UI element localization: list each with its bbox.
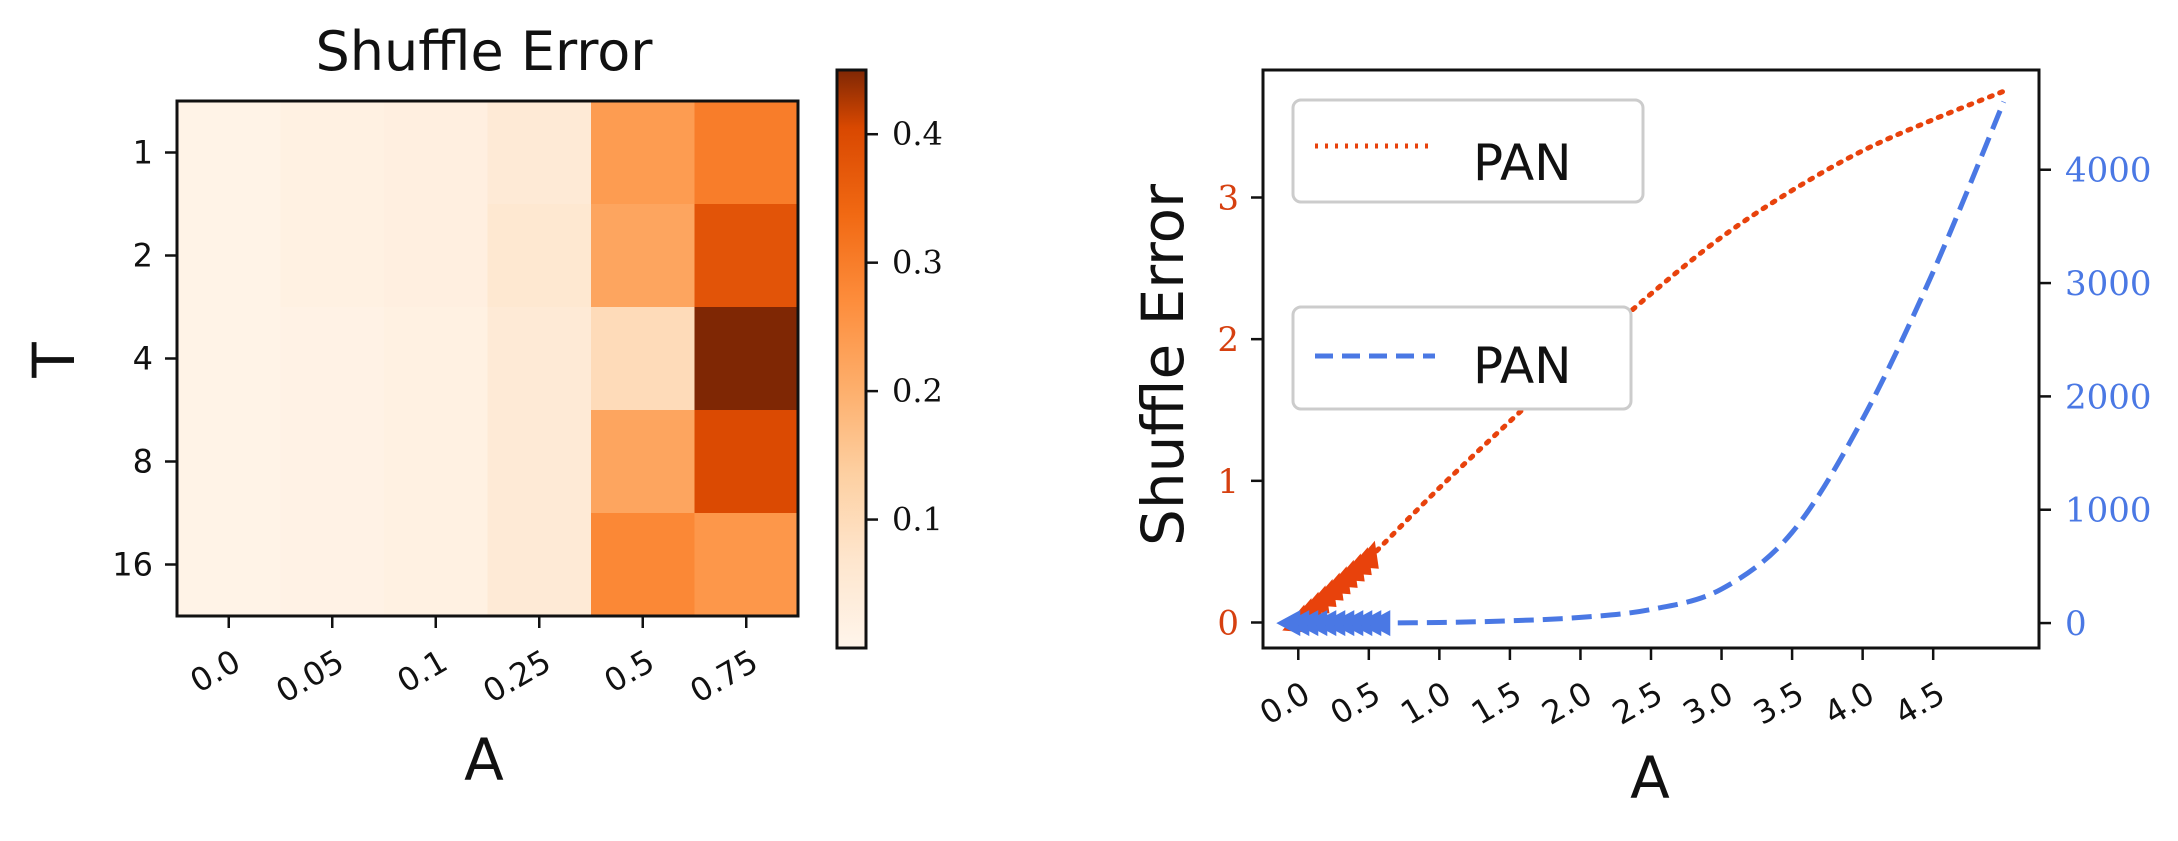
legend-orange: PAN (1291, 98, 1645, 204)
heatmap-y-tick-label: 8 (133, 443, 153, 481)
heatmap-title: Shuffle Error (316, 20, 654, 83)
left-y-tick-label: 0 (1217, 604, 1239, 644)
heatmap-cell (591, 101, 696, 205)
line-chart: 0.0 0.5 1.0 1.5 2.0 2.5 3.0 3.5 4.0 4.5 0 1 2 3 0 100… (1129, 68, 2152, 812)
heatmap-cell (177, 101, 282, 205)
line-series (1366, 88, 2007, 626)
heatmap-cell (384, 410, 489, 514)
legend-orange-box (1291, 98, 1645, 204)
heatmap-cell (384, 204, 489, 308)
heatmap-cell (280, 513, 385, 617)
line-x-tick-label: 2.0 (1535, 674, 1598, 732)
series-markers (1276, 540, 1391, 637)
legend-orange-label: PAN (1473, 134, 1572, 192)
heatmap-cell (694, 410, 799, 514)
heatmap-y-tick-label: 2 (133, 237, 153, 275)
line-x-label: A (1630, 744, 1670, 812)
heatmap-cell (487, 204, 592, 308)
heatmap-cell (591, 204, 696, 308)
colorbar-tick-label: 0.3 (892, 244, 943, 282)
orange-arrow-marker (1352, 540, 1379, 569)
heatmap-x-tick-label: 0.0 (184, 642, 247, 700)
colorbar: 0.1 0.2 0.3 0.4 (835, 68, 943, 650)
heatmap-chart: Shuffle Error 0.0 0.05 0.1 0.25 0.5 0.75 1 2 4 8… (20, 20, 800, 794)
blue-arrow-marker (1366, 610, 1391, 637)
heatmap-y-tick-label: 1 (133, 134, 153, 172)
heatmap-x-tick-label: 0.75 (684, 642, 765, 711)
heatmap-cell (177, 410, 282, 514)
heatmap-y-ticks: 1 2 4 8 16 (112, 134, 177, 584)
heatmap-cell (280, 307, 385, 411)
heatmap-cell (694, 101, 799, 205)
line-x-tick-label: 2.5 (1606, 674, 1669, 732)
heatmap-x-tick-label: 0.5 (598, 642, 661, 700)
line-x-tick-label: 3.0 (1676, 674, 1739, 732)
line-x-ticks: 0.0 0.5 1.0 1.5 2.0 2.5 3.0 3.5 4.0 4.5 (1253, 648, 1951, 732)
colorbar-tick-label: 0.1 (892, 501, 943, 539)
heatmap-cell (384, 101, 489, 205)
right-y-tick-label: 4000 (2065, 151, 2152, 191)
colorbar-ticks: 0.1 0.2 0.3 0.4 (866, 115, 943, 539)
heatmap-x-tick-label: 0.25 (477, 642, 558, 711)
right-y-ticks: 0 1000 2000 3000 4000 (2039, 151, 2152, 644)
left-y-ticks: 0 1 2 3 (1217, 179, 1263, 644)
line-x-tick-label: 1.0 (1394, 674, 1457, 732)
legend-blue: PAN (1291, 305, 1633, 411)
line-x-tick-label: 4.5 (1888, 674, 1951, 732)
left-y-tick-label: 2 (1217, 320, 1239, 360)
legend-blue-box (1291, 305, 1633, 411)
heatmap-y-tick-label: 4 (133, 340, 153, 378)
heatmap-cells (177, 101, 799, 617)
heatmap-x-ticks: 0.0 0.05 0.1 0.25 0.5 0.75 (184, 616, 765, 711)
left-y-tick-label: 3 (1217, 179, 1239, 219)
left-y-tick-label: 1 (1217, 462, 1239, 502)
heatmap-cell (177, 307, 282, 411)
heatmap-x-tick-label: 0.05 (270, 642, 351, 711)
colorbar-gradient (835, 68, 868, 650)
series-line-blue (1368, 100, 2007, 626)
legend-blue-label: PAN (1473, 337, 1572, 395)
heatmap-x-label: A (464, 726, 504, 794)
colorbar-tick-label: 0.2 (892, 372, 943, 410)
heatmap-cell (694, 513, 799, 617)
heatmap-y-tick-label: 16 (112, 546, 153, 584)
line-x-tick-label: 0.0 (1253, 674, 1316, 732)
right-y-tick-label: 0 (2065, 604, 2087, 644)
heatmap-cell (591, 307, 696, 411)
heatmap-cell (280, 204, 385, 308)
line-x-tick-label: 4.0 (1818, 674, 1881, 732)
right-y-tick-label: 3000 (2065, 264, 2152, 304)
line-x-tick-label: 1.5 (1465, 674, 1528, 732)
colorbar-tick-label: 0.4 (892, 115, 943, 153)
line-x-tick-label: 0.5 (1324, 674, 1387, 732)
heatmap-cell (384, 307, 489, 411)
heatmap-cell (694, 307, 799, 411)
heatmap-cell (591, 513, 696, 617)
line-y-label: Shuffle Error (1129, 184, 1197, 546)
right-y-tick-label: 1000 (2065, 491, 2152, 531)
heatmap-cell (177, 513, 282, 617)
heatmap-cell (487, 410, 592, 514)
heatmap-cell (591, 410, 696, 514)
heatmap-cell (487, 307, 592, 411)
heatmap-cell (384, 513, 489, 617)
heatmap-cell (280, 101, 385, 205)
line-x-tick-label: 3.5 (1747, 674, 1810, 732)
heatmap-cell (177, 204, 282, 308)
heatmap-x-tick-label: 0.1 (391, 642, 454, 700)
heatmap-cell (487, 513, 592, 617)
right-y-tick-label: 2000 (2065, 377, 2152, 417)
heatmap-cell (280, 410, 385, 514)
series-line-orange (1366, 88, 2007, 562)
heatmap-cell (487, 101, 592, 205)
heatmap-cell (694, 204, 799, 308)
heatmap-y-label: T (20, 342, 88, 379)
